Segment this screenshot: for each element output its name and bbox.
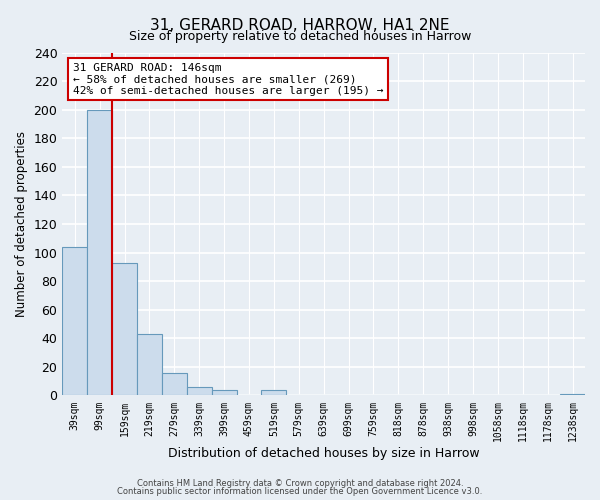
- X-axis label: Distribution of detached houses by size in Harrow: Distribution of detached houses by size …: [168, 447, 479, 460]
- Bar: [212, 390, 236, 396]
- Text: Contains public sector information licensed under the Open Government Licence v3: Contains public sector information licen…: [118, 487, 482, 496]
- Bar: [62, 247, 87, 396]
- Text: Contains HM Land Registry data © Crown copyright and database right 2024.: Contains HM Land Registry data © Crown c…: [137, 479, 463, 488]
- Text: 31, GERARD ROAD, HARROW, HA1 2NE: 31, GERARD ROAD, HARROW, HA1 2NE: [150, 18, 450, 32]
- Bar: [137, 334, 162, 396]
- Y-axis label: Number of detached properties: Number of detached properties: [15, 131, 28, 317]
- Text: 31 GERARD ROAD: 146sqm
← 58% of detached houses are smaller (269)
42% of semi-de: 31 GERARD ROAD: 146sqm ← 58% of detached…: [73, 63, 383, 96]
- Bar: [560, 394, 585, 396]
- Text: Size of property relative to detached houses in Harrow: Size of property relative to detached ho…: [129, 30, 471, 43]
- Bar: [87, 110, 112, 396]
- Bar: [187, 387, 212, 396]
- Bar: [112, 262, 137, 396]
- Bar: [162, 372, 187, 396]
- Bar: [262, 390, 286, 396]
